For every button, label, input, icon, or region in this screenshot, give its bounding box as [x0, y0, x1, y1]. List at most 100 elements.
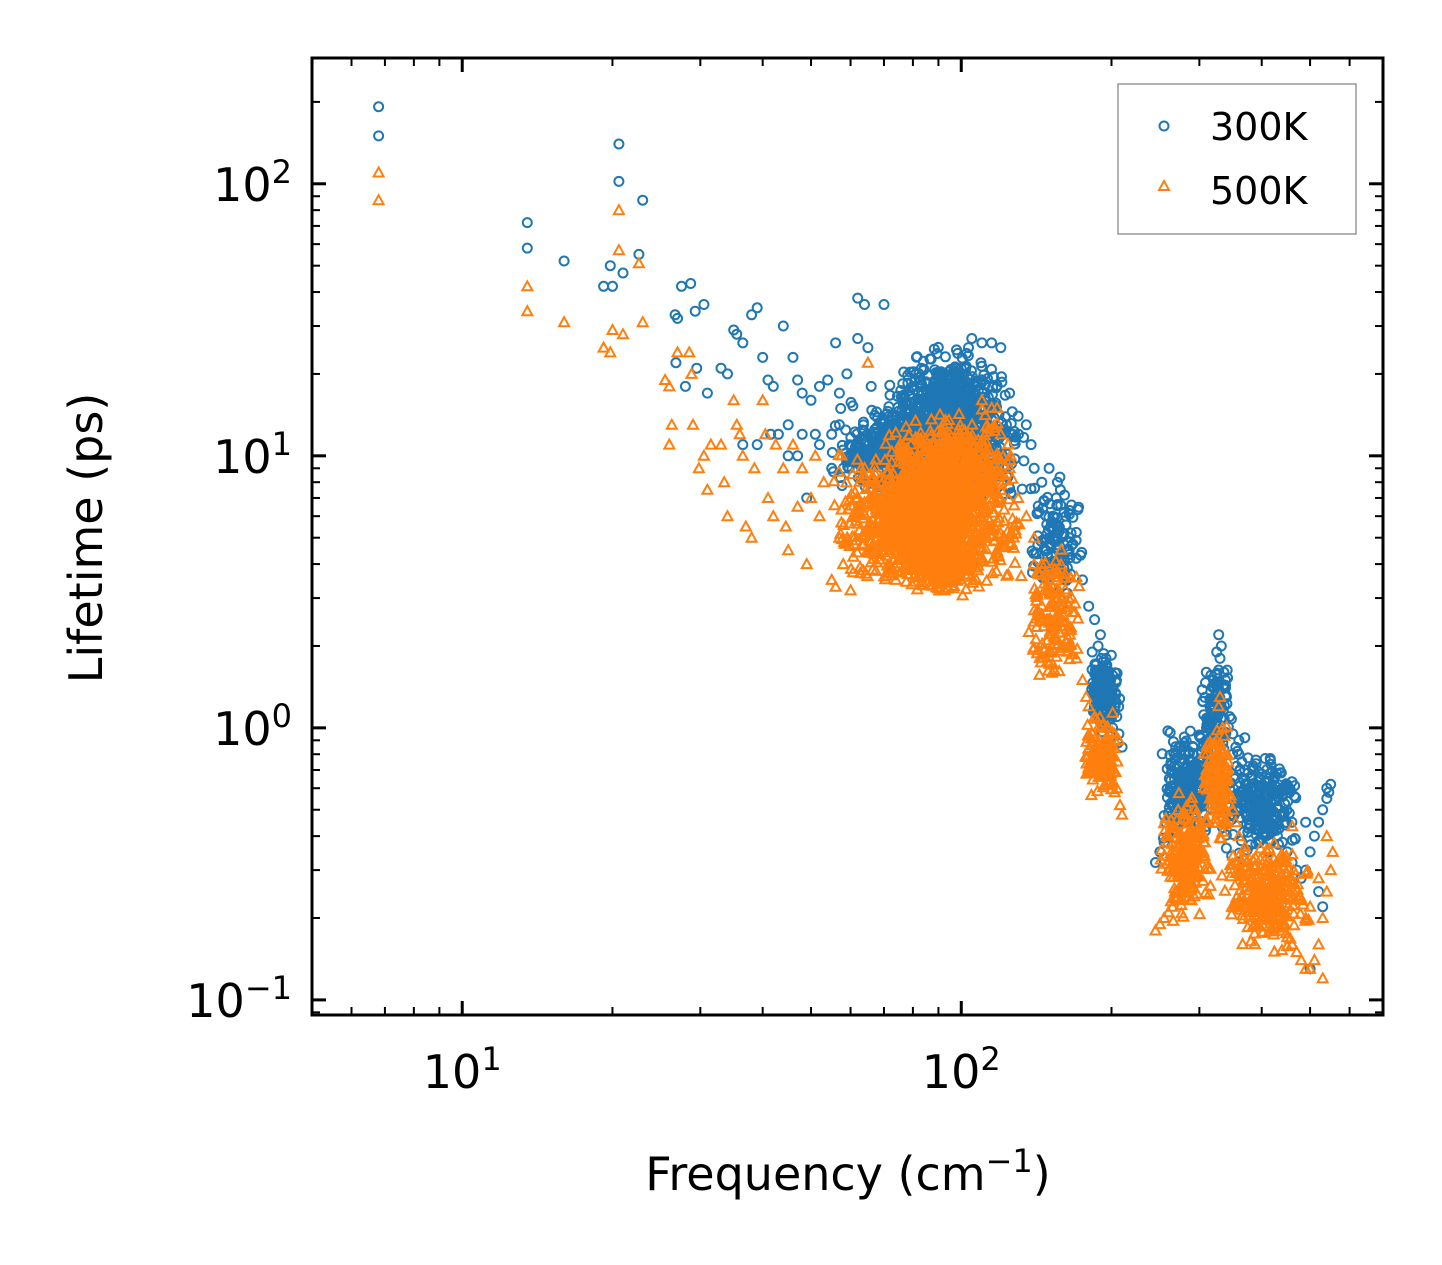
- data-point: [632, 256, 646, 269]
- data-point-dense: [988, 371, 999, 383]
- data-point-dense: [1184, 725, 1196, 737]
- data-point: [1043, 462, 1055, 474]
- data-point: [607, 280, 618, 292]
- data-point-dense: [961, 567, 975, 580]
- data-point-dense: [963, 373, 975, 385]
- data-point: [1215, 720, 1230, 733]
- data-point-dense: [1175, 755, 1187, 767]
- data-point-dense: [881, 558, 895, 571]
- data-point: [1075, 672, 1090, 685]
- data-point-dense: [870, 555, 884, 568]
- data-point: [692, 461, 706, 474]
- data-point-dense: [1243, 788, 1255, 799]
- data-point-dense: [1089, 711, 1103, 724]
- data-point-dense: [842, 461, 854, 473]
- data-point-dense: [914, 394, 926, 405]
- data-point-dense: [1006, 540, 1021, 553]
- data-point-dense: [940, 509, 955, 522]
- data-point-dense: [1066, 499, 1077, 511]
- data-point: [1153, 917, 1167, 930]
- data-point-dense: [941, 575, 956, 588]
- data-point-dense: [1059, 489, 1070, 501]
- data-point-dense: [1095, 701, 1107, 713]
- data-point-dense: [941, 449, 955, 462]
- data-point-dense: [1007, 498, 1021, 511]
- data-point-dense: [857, 424, 868, 436]
- data-point-dense: [990, 486, 1005, 499]
- data-point-dense: [909, 542, 923, 555]
- data-point-dense: [938, 583, 952, 596]
- data-point: [1316, 910, 1330, 923]
- data-point-dense: [901, 395, 913, 407]
- data-point-dense: [934, 479, 948, 492]
- data-point-dense: [931, 543, 945, 556]
- data-point-dense: [868, 426, 880, 438]
- data-point: [777, 320, 789, 332]
- data-point-dense: [890, 488, 904, 501]
- data-point: [852, 292, 864, 304]
- data-point: [761, 490, 775, 503]
- data-point-dense: [992, 451, 1006, 464]
- data-point: [612, 203, 626, 216]
- data-point-dense: [943, 371, 955, 383]
- data-point-dense: [931, 561, 946, 574]
- data-point-dense: [1099, 720, 1113, 733]
- data-point-dense: [852, 474, 867, 487]
- data-point-dense: [1231, 745, 1243, 757]
- data-point: [1086, 646, 1098, 658]
- data-point: [1082, 699, 1096, 712]
- data-point-dense: [1171, 802, 1185, 815]
- data-point: [1077, 574, 1088, 586]
- data-point-dense: [999, 389, 1011, 401]
- data-point-dense: [850, 545, 864, 558]
- data-point-dense: [1094, 674, 1106, 686]
- data-point-dense: [1173, 741, 1185, 753]
- data-point-dense: [945, 485, 959, 498]
- data-point-dense: [971, 514, 986, 527]
- data-point-dense: [961, 347, 973, 359]
- data-point: [371, 193, 386, 206]
- data-point-dense: [986, 363, 997, 375]
- data-point-dense: [945, 391, 957, 403]
- data-point-dense: [867, 465, 882, 478]
- data-point-dense: [1053, 643, 1067, 656]
- data-point: [596, 340, 611, 353]
- data-point-dense: [1172, 786, 1186, 799]
- data-point-dense: [854, 495, 868, 508]
- data-point-dense: [1040, 633, 1054, 646]
- data-point-dense: [905, 529, 919, 542]
- data-point-dense: [950, 573, 964, 586]
- data-point-dense: [1260, 812, 1272, 824]
- data-point-dense: [947, 572, 961, 585]
- data-point-dense: [960, 479, 974, 492]
- data-point-dense: [880, 481, 894, 494]
- data-point: [862, 342, 874, 354]
- data-point-dense: [955, 557, 969, 570]
- data-point: [1304, 846, 1316, 858]
- data-point: [613, 175, 625, 187]
- data-point-dense: [957, 488, 971, 501]
- data-point-dense: [957, 444, 971, 457]
- data-point: [814, 380, 825, 392]
- data-point-dense: [933, 407, 947, 420]
- data-point-dense: [927, 435, 942, 448]
- data-point-dense: [928, 502, 943, 515]
- data-point-dense: [1218, 712, 1230, 724]
- data-point-dense: [1078, 749, 1093, 762]
- data-point-dense: [897, 378, 909, 390]
- data-point-dense: [844, 498, 858, 511]
- data-point-dense: [1194, 731, 1206, 743]
- data-point-dense: [1022, 624, 1036, 637]
- data-point-dense: [1204, 710, 1216, 722]
- data-point-dense: [963, 434, 978, 447]
- data-point-dense: [1200, 666, 1212, 678]
- data-point-dense: [1065, 604, 1080, 617]
- data-point-dense: [1200, 677, 1211, 689]
- data-point: [1239, 732, 1251, 744]
- data-point-dense: [1027, 581, 1042, 594]
- data-point: [861, 355, 875, 368]
- data-point: [865, 380, 877, 392]
- data-point-dense: [867, 459, 882, 472]
- data-point-dense: [1013, 428, 1024, 440]
